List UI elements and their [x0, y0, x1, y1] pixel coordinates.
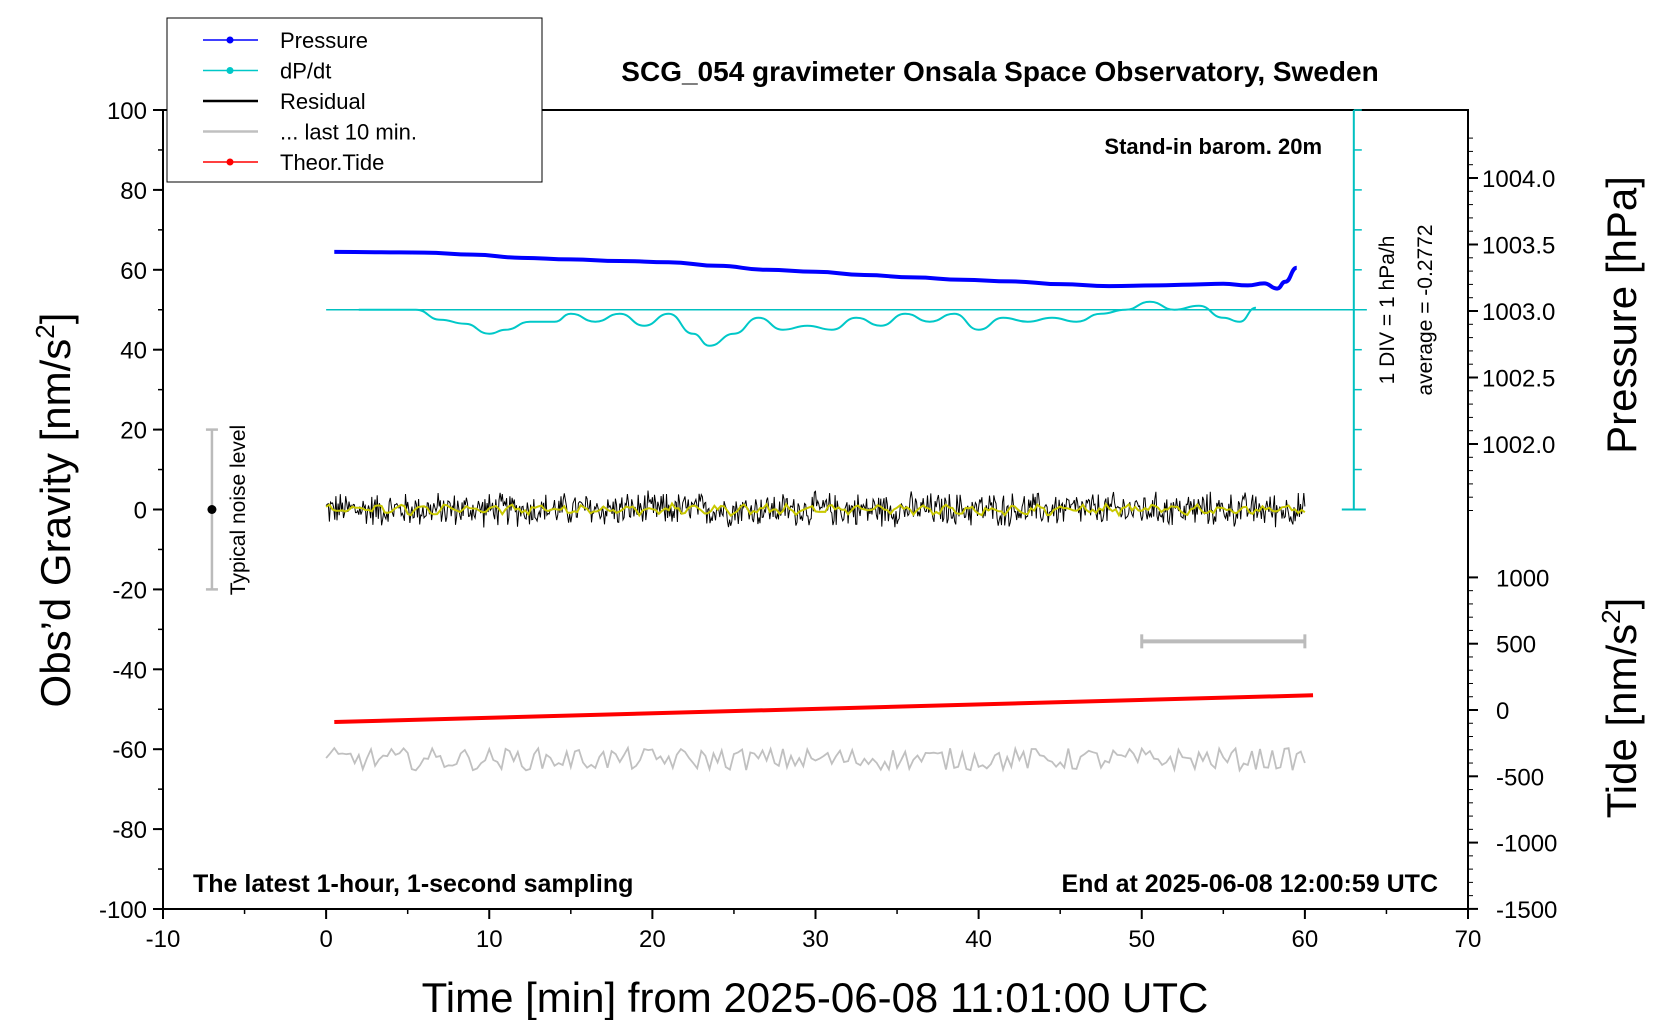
x-tick-label: 70	[1455, 926, 1482, 953]
y-tick-label: 0	[134, 498, 147, 525]
y-tick-label: -40	[112, 657, 147, 684]
y-tick-label: 100	[107, 98, 147, 125]
pressure-tick-label: 1002.0	[1482, 432, 1555, 459]
div-annotation: 1 DIV = 1 hPa/h	[1376, 236, 1399, 385]
y-tick-label: 80	[120, 178, 147, 205]
x-tick-label: -10	[146, 926, 181, 953]
y-axis-label: Obs’d Gravity [nm/s2]	[30, 313, 79, 708]
tide-tick-label: -1500	[1496, 897, 1557, 924]
series-dpdt-line	[358, 300, 1257, 347]
noise-level-label: Typical noise level	[227, 425, 250, 595]
y-tick-label: -100	[99, 897, 147, 924]
tide-tick-label: 1000	[1496, 565, 1549, 592]
series-last10-line	[325, 745, 1306, 773]
x-tick-label: 60	[1292, 926, 1319, 953]
chart-title: SCG_054 gravimeter Onsala Space Observat…	[621, 56, 1378, 87]
legend-label: Pressure	[280, 28, 368, 53]
x-tick-label: 20	[639, 926, 666, 953]
axes-group: -10 0 10 20 30 40 50 60 70-100-80-60-40-20020406…	[99, 98, 1557, 953]
x-axis-label: Time [min] from 2025-06-08 11:01:00 UTC	[422, 974, 1209, 1020]
pressure-tick-label: 1002.5	[1482, 366, 1555, 393]
tide-tick-label: -500	[1496, 764, 1544, 791]
legend-label: Residual	[280, 89, 366, 114]
pressure-tick-label: 1004.0	[1482, 166, 1555, 193]
legend-label: Theor.Tide	[280, 150, 384, 175]
end-time-annotation: End at 2025-06-08 12:00:59 UTC	[1061, 870, 1438, 898]
tide-axis-label: Tide [nm/s2]	[1596, 598, 1645, 819]
pressure-axis-label: Pressure [hPa]	[1598, 176, 1645, 454]
y-tick-label: -60	[112, 737, 147, 764]
y-tick-label: 60	[120, 258, 147, 285]
series-tide-line	[334, 693, 1314, 725]
x-tick-label: 30	[802, 926, 829, 953]
legend-entries: Pressure dP/dt Residual ... last 10 min. The…	[203, 28, 417, 175]
legend-marker	[226, 158, 234, 166]
latest-hour-annotation: The latest 1-hour, 1-second sampling	[193, 870, 633, 898]
noise-bar-center	[207, 505, 217, 514]
y-tick-label: 20	[120, 418, 147, 445]
pressure-tick-label: 1003.5	[1482, 233, 1555, 260]
x-tick-label: 10	[476, 926, 503, 953]
tide-tick-label: 500	[1496, 632, 1536, 659]
legend-label: ... last 10 min.	[280, 120, 417, 145]
series-group	[205, 249, 1367, 773]
average-annotation: average = -0.2772	[1414, 224, 1437, 395]
pressure-tick-label: 1003.0	[1482, 299, 1555, 326]
legend-marker	[226, 36, 234, 44]
series-pressure-line	[334, 249, 1298, 291]
series-residual-smoothed	[325, 501, 1306, 518]
legend-label: dP/dt	[280, 59, 331, 84]
x-tick-label: 0	[319, 926, 332, 953]
legend-marker	[226, 67, 234, 74]
y-tick-label: -80	[112, 817, 147, 844]
x-tick-label: 40	[965, 926, 992, 953]
y-tick-label: -20	[112, 577, 147, 604]
series-residual-line	[325, 490, 1306, 528]
legend: Pressure dP/dt Residual ... last 10 min. The…	[166, 17, 543, 183]
x-tick-label: 50	[1128, 926, 1155, 953]
stand-in-annotation: Stand-in barom. 20m	[1104, 134, 1322, 159]
tide-tick-label: 0	[1496, 698, 1509, 725]
y-tick-label: 40	[120, 338, 147, 365]
tide-tick-label: -1000	[1496, 831, 1557, 858]
